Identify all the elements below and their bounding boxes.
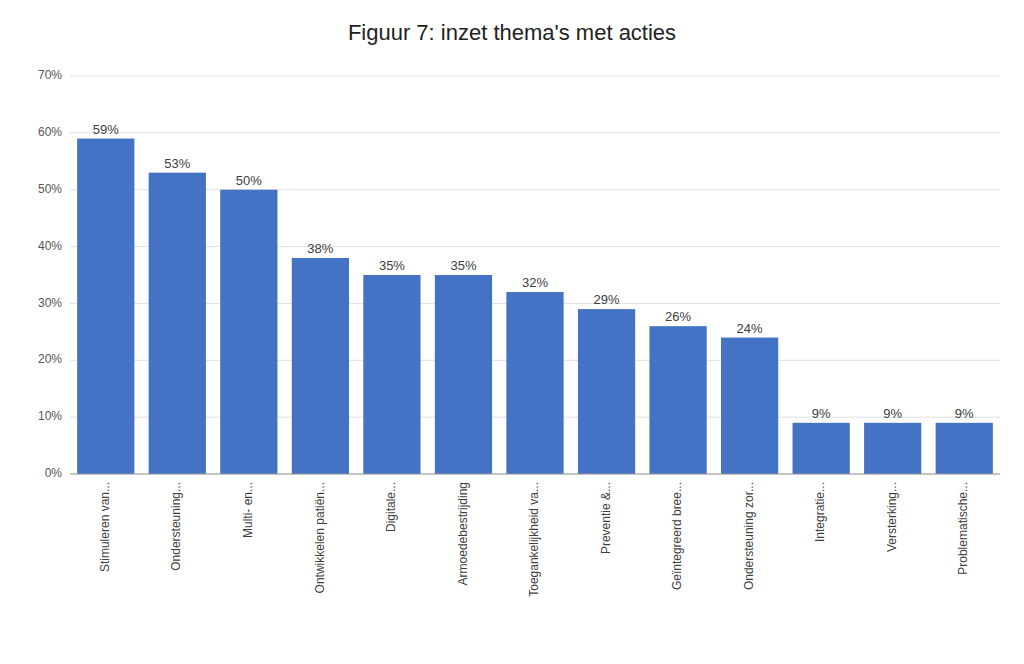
y-tick-label: 0% — [45, 466, 63, 480]
x-tick-label: Preventie &... — [599, 482, 613, 554]
y-tick-label: 70% — [38, 68, 62, 82]
y-tick-label: 60% — [38, 125, 62, 139]
bar — [220, 190, 277, 474]
grid-line — [70, 189, 1000, 190]
y-tick-label: 20% — [38, 352, 62, 366]
x-axis-line — [70, 474, 1000, 475]
data-label: 24% — [737, 321, 763, 336]
bar — [435, 275, 492, 474]
x-tick-label: Multi- en... — [241, 482, 255, 538]
bar — [77, 139, 134, 474]
x-tick-label: Stimuleren van... — [98, 482, 112, 572]
grid-line — [70, 76, 1000, 77]
data-label: 32% — [522, 275, 548, 290]
y-tick-label: 50% — [38, 182, 62, 196]
bar — [864, 423, 921, 474]
x-tick-label: Armoedebestrijding — [456, 482, 470, 585]
x-tick-label: Problematische... — [956, 482, 970, 575]
chart-container: Figuur 7: inzet thema's met acties 0% 10% 2… — [0, 0, 1024, 664]
bar — [936, 423, 993, 474]
data-label: 38% — [307, 241, 333, 256]
x-tick-label: Ondersteuning zor... — [742, 482, 756, 590]
y-tick-label: 10% — [38, 409, 62, 423]
data-label: 26% — [665, 309, 691, 324]
x-tick-label: Versterking... — [885, 482, 899, 552]
data-label: 35% — [379, 258, 405, 273]
bar — [578, 309, 635, 474]
x-tick-label: Toegankelijkheid va... — [527, 482, 541, 597]
bars — [77, 139, 993, 474]
bar — [363, 275, 420, 474]
x-tick-label: Digitale... — [384, 482, 398, 532]
y-grid — [70, 76, 1000, 474]
x-tick-label: Integratie... — [813, 482, 827, 542]
x-tick-label: Ondersteuning... — [169, 482, 183, 571]
bar — [149, 173, 206, 474]
title: Figuur 7: inzet thema's met acties — [348, 20, 676, 45]
grid-line — [70, 474, 1000, 475]
data-label: 9% — [883, 406, 902, 421]
data-label: 29% — [594, 292, 620, 307]
data-label: 35% — [450, 258, 476, 273]
x-tick-label: Geïntegreerd bree... — [670, 482, 684, 590]
bar — [793, 423, 850, 474]
data-label: 59% — [93, 122, 119, 137]
bar — [721, 338, 778, 474]
grid-line — [70, 246, 1000, 247]
y-tick-label: 40% — [38, 239, 62, 253]
bar — [649, 326, 706, 474]
chart: Figuur 7: inzet thema's met acties 0% 10% 2… — [0, 0, 1024, 664]
bar — [292, 258, 349, 474]
bar — [506, 292, 563, 474]
grid-line — [70, 132, 1000, 133]
data-label: 9% — [955, 406, 974, 421]
data-label: 9% — [812, 406, 831, 421]
data-label: 50% — [236, 173, 262, 188]
x-tick-label: Ontwikkelen patiën... — [313, 482, 327, 593]
y-tick-label: 30% — [38, 296, 62, 310]
data-label: 53% — [164, 156, 190, 171]
